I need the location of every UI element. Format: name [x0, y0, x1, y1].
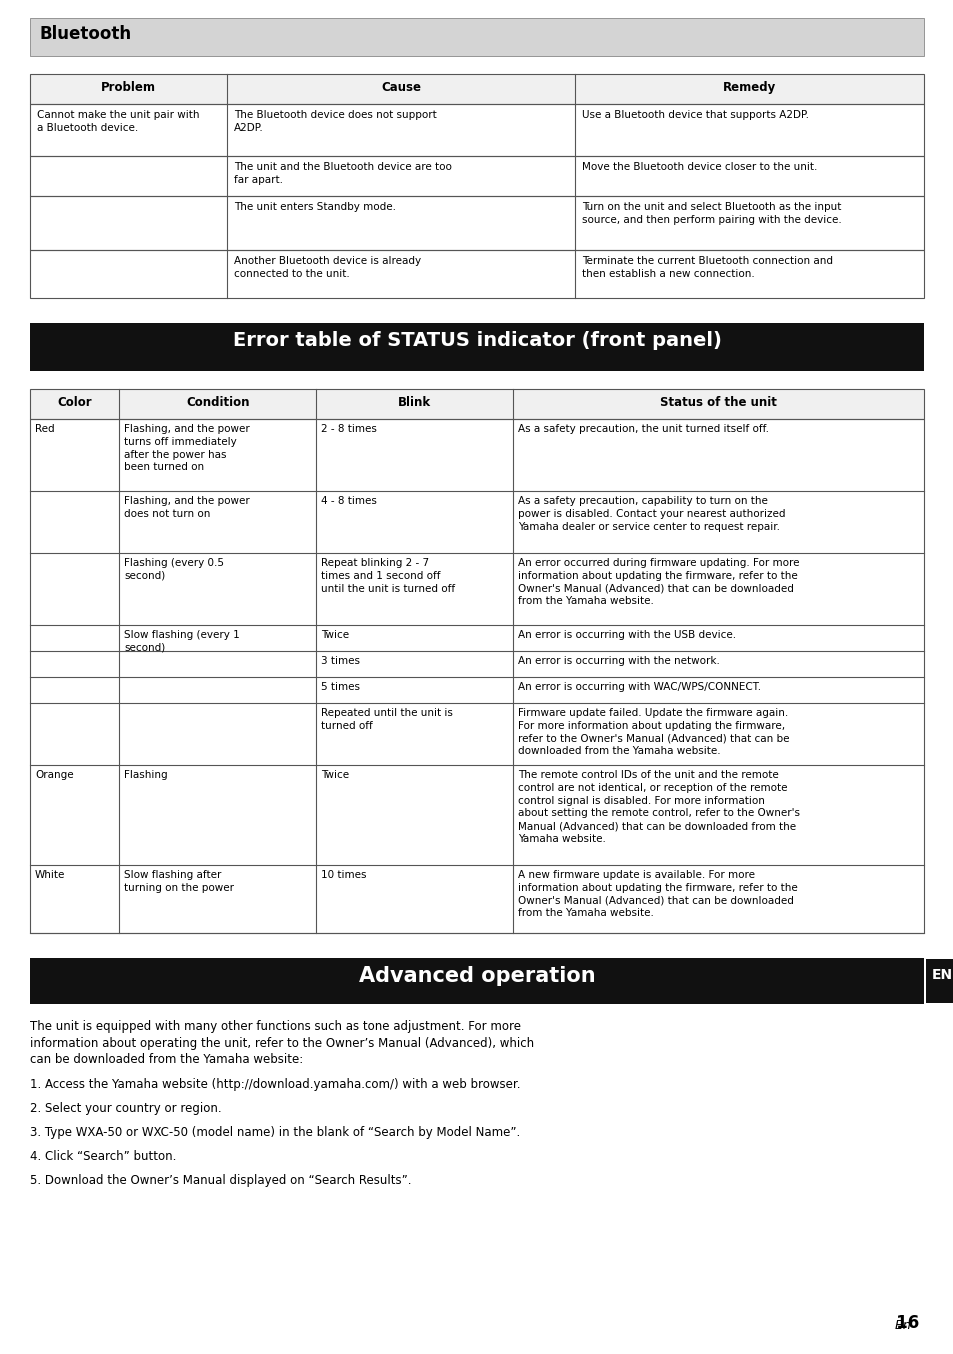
Text: Blink: Blink	[397, 395, 431, 409]
Text: EN: EN	[930, 968, 951, 982]
Text: Slow flashing (every 1
second): Slow flashing (every 1 second)	[124, 630, 240, 653]
Text: 16: 16	[855, 1313, 918, 1332]
Text: A new firmware update is available. For more
information about updating the firm: A new firmware update is available. For …	[517, 871, 797, 918]
Text: En: En	[894, 1319, 918, 1332]
Text: Color: Color	[57, 395, 91, 409]
Bar	[30, 74, 923, 104]
Text: Cannot make the unit pair with
a Bluetooth device.: Cannot make the unit pair with a Bluetoo…	[37, 110, 199, 133]
Text: An error occurred during firmware updating. For more
information about updating : An error occurred during firmware updati…	[517, 558, 799, 607]
Text: The unit enters Standby mode.: The unit enters Standby mode.	[233, 202, 395, 213]
Text: Repeat blinking 2 - 7
times and 1 second off
until the unit is turned off: Repeat blinking 2 - 7 times and 1 second…	[321, 558, 455, 593]
Bar	[30, 104, 923, 156]
Text: Twice: Twice	[321, 630, 349, 640]
Text: Another Bluetooth device is already
connected to the unit.: Another Bluetooth device is already conn…	[233, 256, 420, 279]
Text: 3. Type WXA-50 or WXC-50 (model name) in the blank of “Search by Model Name”.: 3. Type WXA-50 or WXC-50 (model name) in…	[30, 1127, 519, 1139]
Text: White: White	[35, 871, 66, 880]
Bar	[30, 18, 923, 56]
Text: 2. Select your country or region.: 2. Select your country or region.	[30, 1102, 221, 1114]
Text: As a safety precaution, the unit turned itself off.: As a safety precaution, the unit turned …	[517, 424, 768, 435]
Bar	[30, 389, 923, 418]
Text: Firmware update failed. Update the firmware again.
For more information about up: Firmware update failed. Update the firmw…	[517, 708, 788, 757]
Text: The Bluetooth device does not support
A2DP.: The Bluetooth device does not support A2…	[233, 110, 436, 133]
Text: Flashing, and the power
turns off immediately
after the power has
been turned on: Flashing, and the power turns off immedi…	[124, 424, 250, 473]
Text: Flashing: Flashing	[124, 770, 168, 780]
Text: Orange: Orange	[35, 770, 73, 780]
Bar	[30, 156, 923, 196]
Text: An error is occurring with WAC/WPS/CONNECT.: An error is occurring with WAC/WPS/CONNE…	[517, 682, 760, 692]
Text: Flashing, and the power
does not turn on: Flashing, and the power does not turn on	[124, 496, 250, 519]
Bar	[30, 250, 923, 298]
Text: Bluetooth: Bluetooth	[40, 24, 132, 43]
Text: The remote control IDs of the unit and the remote
control are not identical, or : The remote control IDs of the unit and t…	[517, 770, 799, 844]
Bar	[925, 959, 953, 1003]
Text: Error table of STATUS indicator (front panel): Error table of STATUS indicator (front p…	[233, 330, 720, 349]
Text: Slow flashing after
turning on the power: Slow flashing after turning on the power	[124, 871, 234, 892]
Text: Cause: Cause	[380, 81, 420, 93]
Text: 1. Access the Yamaha website (http://download.yamaha.com/) with a web browser.: 1. Access the Yamaha website (http://dow…	[30, 1078, 520, 1091]
Text: Repeated until the unit is
turned off: Repeated until the unit is turned off	[321, 708, 453, 731]
Text: 5 times: 5 times	[321, 682, 359, 692]
Text: 5. Download the Owner’s Manual displayed on “Search Results”.: 5. Download the Owner’s Manual displayed…	[30, 1174, 411, 1187]
Text: Turn on the unit and select Bluetooth as the input
source, and then perform pair: Turn on the unit and select Bluetooth as…	[581, 202, 841, 225]
Text: Advanced operation: Advanced operation	[358, 965, 595, 986]
Bar	[30, 418, 923, 933]
Text: The unit and the Bluetooth device are too
far apart.: The unit and the Bluetooth device are to…	[233, 162, 451, 184]
Text: The unit is equipped with many other functions such as tone adjustment. For more: The unit is equipped with many other fun…	[30, 1020, 534, 1066]
Text: 2 - 8 times: 2 - 8 times	[321, 424, 376, 435]
Text: 4 - 8 times: 4 - 8 times	[321, 496, 376, 506]
Text: Use a Bluetooth device that supports A2DP.: Use a Bluetooth device that supports A2D…	[581, 110, 808, 121]
Bar	[30, 196, 923, 250]
Text: Twice: Twice	[321, 770, 349, 780]
Text: Problem: Problem	[101, 81, 155, 93]
Text: An error is occurring with the network.: An error is occurring with the network.	[517, 655, 719, 666]
Text: Remedy: Remedy	[722, 81, 776, 93]
Text: 3 times: 3 times	[321, 655, 359, 666]
Text: Flashing (every 0.5
second): Flashing (every 0.5 second)	[124, 558, 224, 581]
Text: 10 times: 10 times	[321, 871, 366, 880]
Text: Condition: Condition	[186, 395, 250, 409]
Text: Status of the unit: Status of the unit	[659, 395, 776, 409]
Text: 4. Click “Search” button.: 4. Click “Search” button.	[30, 1150, 176, 1163]
Text: Move the Bluetooth device closer to the unit.: Move the Bluetooth device closer to the …	[581, 162, 817, 172]
Text: Terminate the current Bluetooth connection and
then establish a new connection.: Terminate the current Bluetooth connecti…	[581, 256, 833, 279]
Text: Red: Red	[35, 424, 54, 435]
Text: As a safety precaution, capability to turn on the
power is disabled. Contact you: As a safety precaution, capability to tu…	[517, 496, 784, 532]
Text: An error is occurring with the USB device.: An error is occurring with the USB devic…	[517, 630, 735, 640]
Bar	[30, 959, 923, 1005]
Bar	[30, 324, 923, 371]
